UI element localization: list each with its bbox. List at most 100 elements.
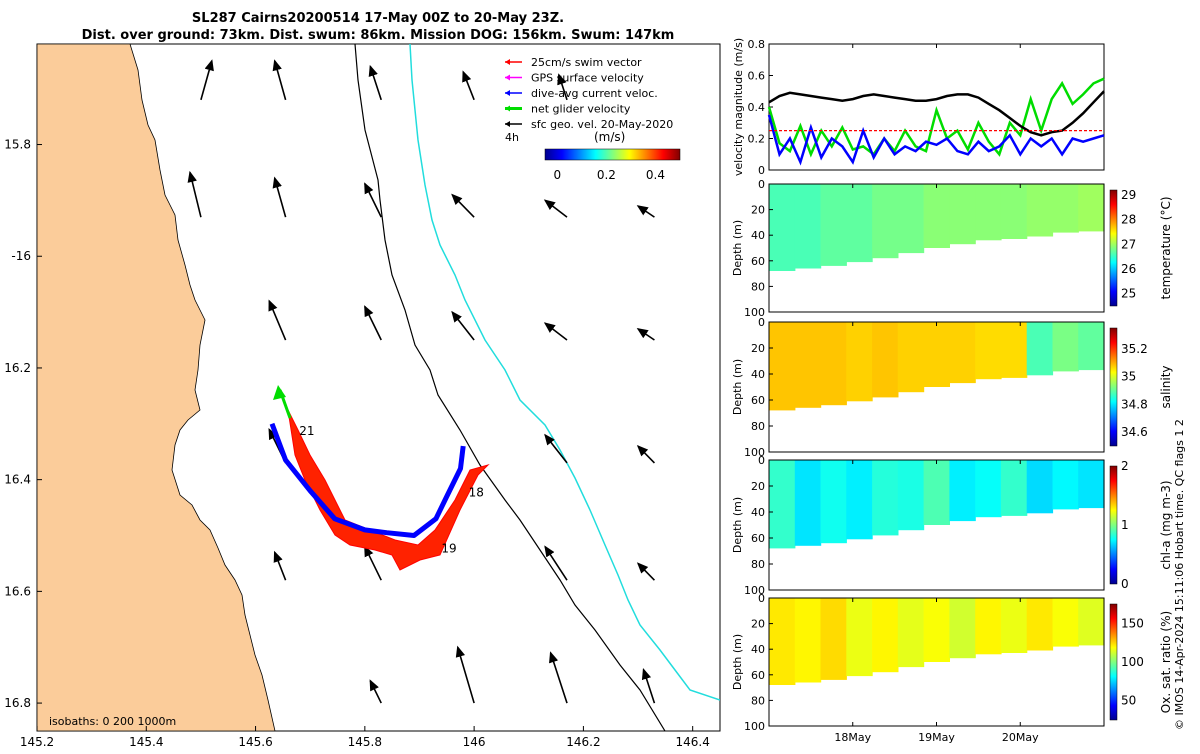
vel-series-dive-avg-current bbox=[767, 114, 1105, 166]
current-arrow bbox=[549, 651, 568, 704]
map-y-tick-label: 16.8 bbox=[4, 696, 31, 710]
map-x-tick-label: 146.4 bbox=[676, 735, 710, 749]
section-cell bbox=[820, 598, 847, 680]
section-cell bbox=[1000, 184, 1028, 239]
section-cell bbox=[1000, 598, 1028, 653]
current-arrow bbox=[557, 73, 568, 101]
depth-tick-label: 60 bbox=[751, 255, 765, 268]
depth-label: Depth (m) bbox=[731, 220, 744, 276]
section-cell bbox=[769, 322, 796, 411]
depth-tick-label: 60 bbox=[751, 669, 765, 682]
depth-tick-label: 20 bbox=[751, 480, 765, 493]
temperature-section: 0 20 40 60 80 100 Depth (m) 29 28 27 26 25 temperatu… bbox=[731, 178, 1173, 319]
section-cell bbox=[872, 460, 899, 536]
depth-tick-label: 40 bbox=[751, 229, 765, 242]
depth-tick-label: 80 bbox=[751, 694, 765, 707]
glider-track-line bbox=[269, 422, 466, 538]
map-x-tick-label: 145.4 bbox=[129, 735, 163, 749]
colorbar-tick-label: 29 bbox=[1121, 188, 1136, 202]
colorbar-tick-label: 2 bbox=[1121, 459, 1129, 473]
current-arrow bbox=[369, 679, 382, 704]
time-tick-label: 19May bbox=[918, 731, 955, 744]
current-arrow bbox=[272, 59, 287, 101]
colorbar-units: (m/s) bbox=[594, 130, 625, 144]
section-cell bbox=[1026, 460, 1054, 514]
section-cell bbox=[897, 598, 925, 668]
section-cell bbox=[820, 322, 847, 406]
section-cell bbox=[1026, 184, 1054, 237]
colorbar-tick-label: 100 bbox=[1121, 655, 1144, 669]
legend-swatch-head bbox=[505, 105, 510, 112]
depth-tick-label: 20 bbox=[751, 618, 765, 631]
colorbar-label: chl-a (mg m-3) bbox=[1159, 480, 1173, 569]
map-x-tick-label: 145.2 bbox=[20, 735, 54, 749]
section-cell bbox=[1052, 184, 1079, 233]
section-cell bbox=[949, 460, 976, 522]
colorbar-tick-label: 25 bbox=[1121, 287, 1136, 301]
salinity-section: 0 20 40 60 80 100 Depth (m) 35.2 35 34.8 34.6 salin… bbox=[731, 316, 1173, 459]
section-cell bbox=[1078, 598, 1105, 646]
section-cell bbox=[923, 460, 950, 525]
depth-tick-label: 0 bbox=[758, 454, 765, 467]
current-arrow bbox=[364, 545, 382, 581]
current-arrow bbox=[636, 327, 655, 341]
map-y-ticks: 15.8 -16 16.2 16.4 16.6 16.8 bbox=[4, 138, 42, 710]
section-colorbar bbox=[1109, 189, 1118, 307]
current-arrow bbox=[462, 70, 475, 101]
surface-current-arrows bbox=[187, 59, 656, 704]
map-x-tick-label: 145.8 bbox=[348, 735, 382, 749]
legend-label: GPS surface velocity bbox=[531, 72, 644, 85]
section-cell bbox=[975, 322, 1002, 380]
depth-tick-label: 0 bbox=[758, 592, 765, 605]
colorbar-tick-label: 35.2 bbox=[1121, 342, 1148, 356]
current-arrow bbox=[187, 170, 202, 218]
qc-note: © IMOS 14-Apr-2024 15:11:06 Hobart time.… bbox=[1173, 419, 1186, 730]
section-cell bbox=[846, 460, 873, 540]
vel-y-tick-label: 0 bbox=[758, 164, 765, 177]
section-cell bbox=[1052, 598, 1079, 647]
section-cell bbox=[794, 184, 822, 269]
depth-tick-label: 100 bbox=[744, 720, 765, 733]
section-cell bbox=[1000, 460, 1028, 516]
current-arrow bbox=[268, 299, 287, 341]
net-velocity-arrowhead bbox=[273, 385, 286, 400]
section-cell bbox=[975, 184, 1002, 241]
depth-tick-label: 20 bbox=[751, 342, 765, 355]
chl-a-section: 0 20 40 60 80 100 Depth (m) 2 1 0 chl-a (mg m-3) bbox=[731, 454, 1173, 597]
depth-tick-label: 60 bbox=[751, 394, 765, 407]
vel-y-label: velocity magnitude (m/s) bbox=[732, 38, 745, 176]
section-cell bbox=[846, 598, 873, 677]
vel-y-tick-label: 0.6 bbox=[748, 70, 766, 83]
vel-y-tick-label: 0.8 bbox=[748, 38, 766, 51]
legend-interval: 4h bbox=[505, 131, 519, 144]
vel-y-tick-label: 0.2 bbox=[748, 133, 766, 146]
section-cell bbox=[975, 460, 1002, 518]
depth-tick-label: 0 bbox=[758, 178, 765, 191]
track-day-label: 18 bbox=[469, 485, 484, 499]
colorbar-tick-label: 0.4 bbox=[646, 168, 665, 182]
legend-label: net glider velocity bbox=[531, 103, 631, 116]
map-x-tick-label: 146.2 bbox=[566, 735, 600, 749]
section-cell bbox=[1052, 460, 1079, 510]
depth-tick-label: 40 bbox=[751, 643, 765, 656]
depth-tick-label: 40 bbox=[751, 506, 765, 519]
colorbar-tick-label: 1 bbox=[1121, 518, 1129, 532]
title-line-2: Dist. over ground: 73km. Dist. swum: 86k… bbox=[82, 28, 675, 43]
section-cell bbox=[897, 460, 925, 531]
section-cell bbox=[1078, 184, 1105, 232]
legend-label: 25cm/s swim vector bbox=[531, 56, 642, 69]
section-cell bbox=[872, 322, 899, 398]
current-arrow bbox=[636, 205, 655, 218]
map-x-tick-label: 145.6 bbox=[238, 735, 272, 749]
current-arrow bbox=[544, 433, 568, 464]
oxygen-section: 0 20 40 60 80 100 Depth (m) 150 100 50 Ox. sat. ra… bbox=[731, 592, 1173, 733]
current-arrow bbox=[455, 645, 475, 704]
section-cell bbox=[769, 460, 796, 549]
colorbar-tick-label: 50 bbox=[1121, 694, 1136, 708]
isobath-1000m bbox=[409, 44, 720, 701]
section-cell bbox=[769, 598, 796, 685]
depth-label: Depth (m) bbox=[731, 634, 744, 690]
section-cell bbox=[897, 184, 925, 254]
section-colorbar bbox=[1109, 603, 1118, 721]
current-arrow bbox=[544, 545, 568, 581]
